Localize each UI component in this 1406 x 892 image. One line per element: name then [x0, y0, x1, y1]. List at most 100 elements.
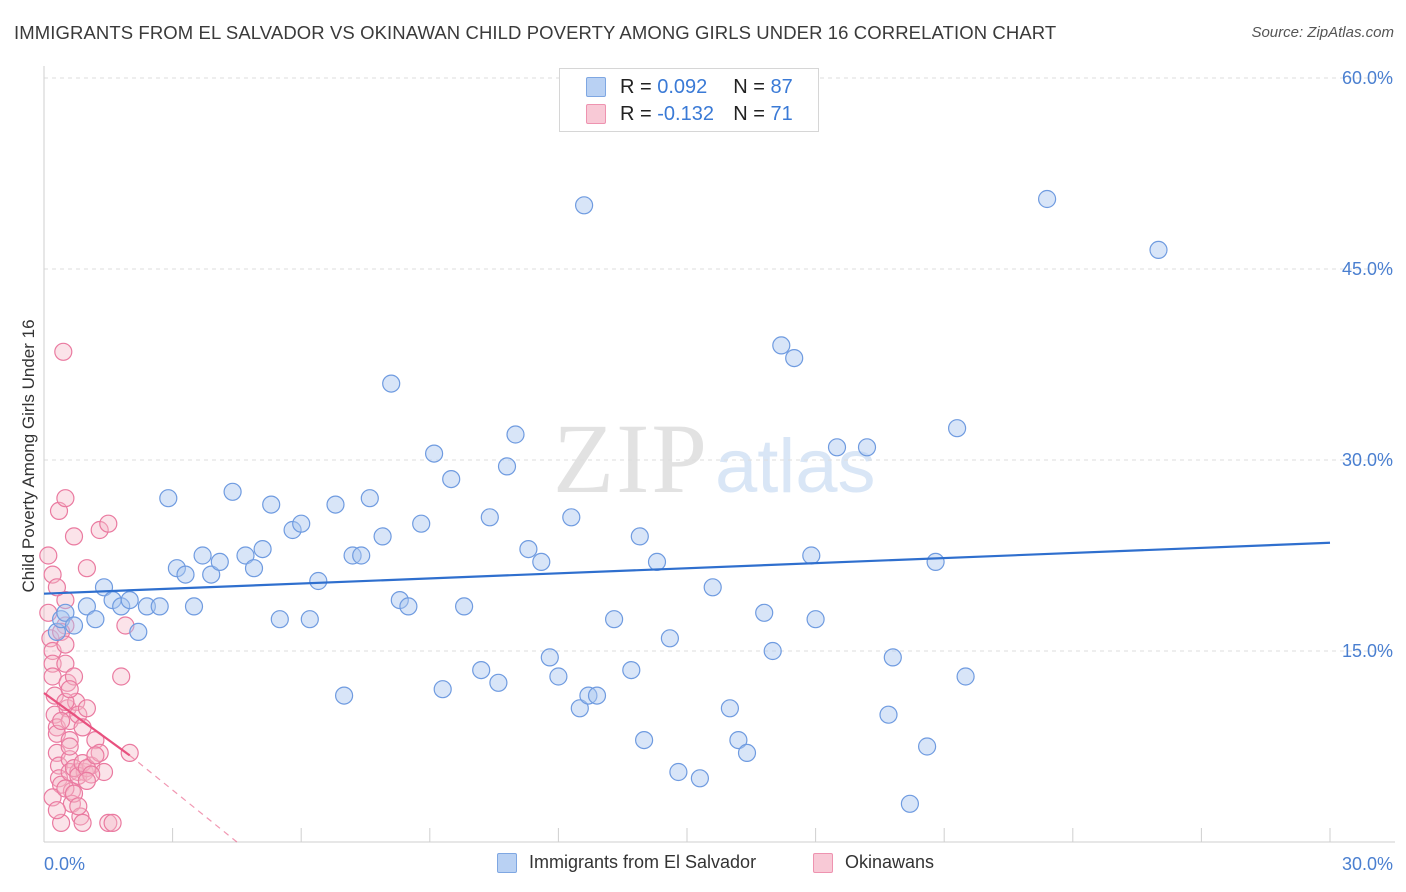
data-point-okinawans: [47, 801, 67, 820]
data-point-el-salvador: [335, 686, 354, 705]
data-point-el-salvador: [926, 552, 945, 572]
data-point-okinawans: [77, 771, 97, 791]
data-point-el-salvador: [785, 349, 804, 368]
data-point-okinawans: [54, 342, 73, 361]
data-point-el-salvador: [549, 667, 568, 686]
trend-line-okinawans-extension: [129, 754, 238, 843]
data-point-okinawans: [73, 813, 92, 833]
data-point-el-salvador: [956, 667, 975, 686]
trend-line-el-salvador: [43, 541, 1331, 595]
trend-lines: [43, 541, 1331, 843]
data-point-okinawans: [56, 590, 75, 610]
data-point-okinawans: [64, 527, 84, 546]
bottom-legend-label: Okinawans: [845, 852, 935, 872]
data-point-el-salvador: [540, 648, 559, 667]
bottom-legend-el-salvador: Immigrants from El Salvador: [497, 852, 756, 873]
data-point-el-salvador: [532, 552, 551, 572]
data-point-el-salvador: [729, 730, 748, 750]
y-axis-label: Child Poverty Among Girls Under 16: [19, 319, 38, 592]
data-point-el-salvador: [737, 743, 757, 763]
data-point-okinawans: [103, 813, 122, 833]
data-point-el-salvador: [382, 374, 401, 393]
data-point-el-salvador: [86, 610, 105, 629]
watermark: ZIP atlas: [553, 403, 876, 514]
data-point-el-salvador: [630, 527, 649, 546]
data-point-el-salvador: [77, 597, 97, 616]
data-point-el-salvador: [622, 660, 641, 680]
data-point-el-salvador: [150, 597, 169, 616]
data-point-okinawans: [49, 756, 69, 775]
data-point-el-salvador: [519, 539, 538, 559]
data-point-el-salvador: [270, 610, 289, 629]
data-point-el-salvador: [660, 629, 680, 648]
legend-row-okinawans: R = -0.132 N = 71: [586, 101, 793, 127]
data-point-el-salvador: [253, 539, 272, 559]
data-point-el-salvador: [506, 425, 525, 444]
chart-title: IMMIGRANTS FROM EL SALVADOR VS OKINAWAN …: [14, 22, 1057, 43]
data-point-el-salvador: [120, 590, 139, 610]
watermark-zip: ZIP: [553, 403, 709, 514]
bottom-legend-swatch-blue: [497, 852, 517, 873]
data-point-el-salvador: [223, 482, 242, 501]
data-point-el-salvador: [587, 686, 607, 705]
legend-row-el-salvador: R = 0.092 N = 87: [586, 74, 793, 100]
data-point-el-salvador: [159, 489, 178, 508]
data-point-el-salvador: [360, 489, 379, 508]
data-point-el-salvador: [947, 419, 967, 438]
data-point-el-salvador: [772, 336, 791, 355]
x-tick-label: 30.0%: [1342, 854, 1393, 874]
data-point-el-salvador: [244, 559, 264, 578]
data-point-el-salvador: [703, 578, 722, 597]
legend-n-value: 71: [770, 102, 793, 125]
axes: [43, 66, 1395, 843]
data-point-el-salvador: [262, 495, 281, 514]
data-point-el-salvador: [827, 438, 847, 457]
data-point-el-salvador: [137, 597, 156, 616]
data-point-el-salvador: [433, 680, 452, 699]
data-point-el-salvador: [472, 660, 491, 680]
data-point-el-salvador: [184, 597, 204, 616]
data-point-el-salvador: [806, 610, 825, 629]
data-point-el-salvador: [425, 444, 444, 463]
trend-line-okinawans: [43, 692, 131, 757]
x-tick-label: 0.0%: [44, 854, 85, 874]
data-point-okinawans: [77, 699, 97, 718]
data-point-el-salvador: [647, 552, 667, 572]
y-tick-label: 30.0%: [1342, 450, 1393, 470]
legend-r-label: R =: [620, 75, 652, 98]
data-point-el-salvador: [883, 648, 902, 667]
legend-n-label: N =: [733, 102, 765, 125]
data-point-el-salvador: [352, 546, 371, 565]
tick-labels: 15.0% 30.0% 45.0% 60.0% 0.0% 30.0%: [44, 68, 1393, 874]
data-point-el-salvador: [489, 673, 508, 692]
legend-r-label: R =: [620, 102, 652, 125]
data-point-el-salvador: [720, 699, 740, 718]
data-point-el-salvador: [1037, 189, 1057, 209]
data-point-okinawans: [60, 730, 79, 750]
data-point-okinawans: [99, 514, 118, 533]
data-point-el-salvador: [455, 597, 474, 616]
data-point-okinawans: [47, 578, 67, 597]
data-point-el-salvador: [326, 495, 345, 514]
data-point-el-salvador: [56, 603, 75, 622]
legend-n-label: N =: [733, 75, 765, 98]
data-point-okinawans: [60, 737, 79, 756]
data-point-okinawans: [39, 546, 58, 565]
data-point-okinawans: [56, 779, 75, 798]
data-point-el-salvador: [373, 527, 392, 546]
data-point-el-salvador: [480, 508, 499, 527]
data-point-okinawans: [77, 559, 97, 578]
legend-swatch-blue: [586, 77, 606, 97]
data-point-el-salvador: [634, 730, 654, 750]
legend-swatch-pink: [586, 104, 606, 124]
legend-r-value: 0.092: [657, 75, 708, 98]
data-point-el-salvador: [129, 622, 148, 642]
y-tick-label: 60.0%: [1342, 68, 1393, 88]
data-point-okinawans: [99, 813, 118, 833]
data-point-el-salvador: [755, 603, 774, 622]
data-point-okinawans: [56, 654, 75, 673]
y-tick-label: 45.0%: [1342, 259, 1393, 279]
data-point-el-salvador: [202, 565, 221, 584]
data-point-el-salvador: [604, 610, 624, 629]
